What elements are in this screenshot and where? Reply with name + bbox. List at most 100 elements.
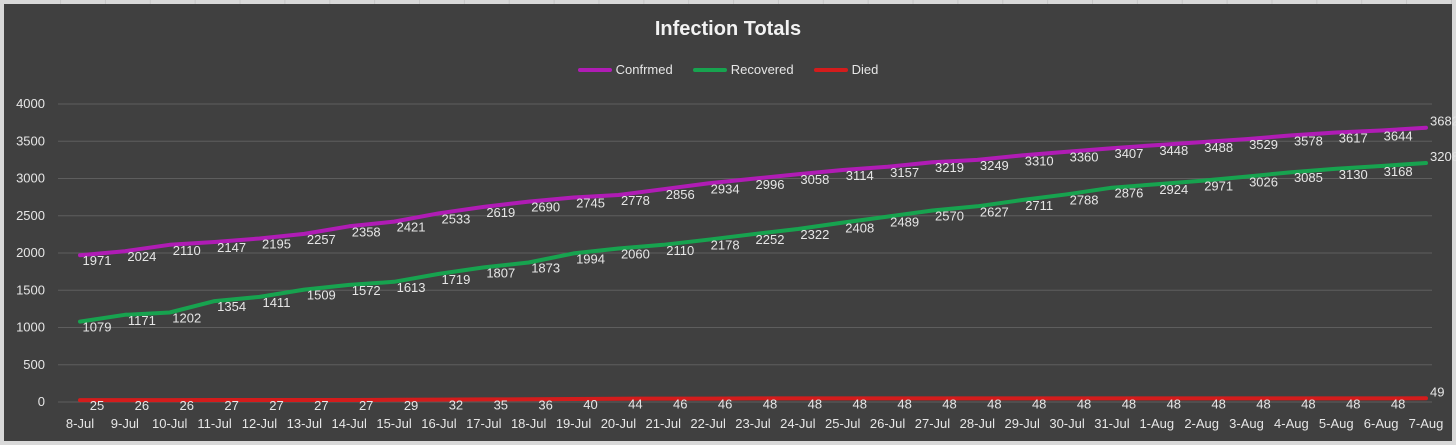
data-label: 1171 xyxy=(128,313,156,328)
x-tick-label: 11-Jul xyxy=(197,416,232,431)
x-tick-label: 13-Jul xyxy=(287,416,323,431)
data-label: 2876 xyxy=(1114,186,1143,201)
data-label: 48 xyxy=(852,396,866,411)
data-label: 2421 xyxy=(397,220,426,235)
data-label: 3249 xyxy=(980,158,1009,173)
data-label: 1572 xyxy=(352,283,381,298)
data-label: 32 xyxy=(449,398,463,413)
data-label: 2060 xyxy=(621,247,650,262)
data-label: 48 xyxy=(1077,396,1091,411)
data-label: 1354 xyxy=(217,299,246,314)
legend-item: Confrmed xyxy=(577,62,673,77)
x-tick-label: 21-Jul xyxy=(646,416,682,431)
data-label: 2147 xyxy=(217,240,246,255)
x-tick-label: 8-Jul xyxy=(66,416,94,431)
legend-swatch xyxy=(813,67,848,72)
x-tick-label: 18-Jul xyxy=(511,416,547,431)
legend-label: Died xyxy=(851,62,879,77)
y-tick-label: 500 xyxy=(23,357,45,372)
data-label: 3114 xyxy=(846,168,874,183)
data-label: 2408 xyxy=(845,221,874,236)
data-label: 2690 xyxy=(531,200,560,215)
x-tick-label: 15-Jul xyxy=(376,416,412,431)
data-label: 1613 xyxy=(397,280,426,295)
x-tick-label: 1-Aug xyxy=(1139,416,1174,431)
x-tick-label: 29-Jul xyxy=(1004,416,1040,431)
data-label: 48 xyxy=(808,396,822,411)
data-label: 2619 xyxy=(486,205,515,220)
legend-item: Died xyxy=(813,62,879,77)
x-tick-label: 20-Jul xyxy=(601,416,637,431)
series-line-died xyxy=(78,396,1428,403)
y-tick-label: 2000 xyxy=(16,245,45,260)
x-tick-label: 3-Aug xyxy=(1229,416,1264,431)
data-label: 35 xyxy=(494,397,508,412)
data-label: 48 xyxy=(1301,396,1315,411)
data-label: 2627 xyxy=(980,204,1009,219)
data-label: 2934 xyxy=(711,181,740,196)
x-tick-label: 2-Aug xyxy=(1184,416,1219,431)
data-label: 46 xyxy=(718,397,732,412)
x-tick-label: 25-Jul xyxy=(825,416,861,431)
x-tick-label: 30-Jul xyxy=(1049,416,1085,431)
data-label: 48 xyxy=(1032,396,1046,411)
x-tick-label: 5-Aug xyxy=(1319,416,1354,431)
data-label: 3578 xyxy=(1294,133,1323,148)
data-label: 3130 xyxy=(1339,167,1368,182)
data-label: 25 xyxy=(90,398,104,413)
data-label: 48 xyxy=(1122,396,1136,411)
data-label: 3085 xyxy=(1294,170,1323,185)
data-label: 2489 xyxy=(890,215,919,230)
data-label: 3407 xyxy=(1114,146,1143,161)
y-tick-label: 1500 xyxy=(16,282,45,297)
data-label: 2195 xyxy=(262,236,291,251)
data-label: 1971 xyxy=(83,253,112,268)
legend: Confrmed Recovered Died xyxy=(0,62,1456,77)
data-label: 2924 xyxy=(1159,182,1188,197)
data-label: 3208 xyxy=(1430,149,1456,164)
data-label: 44 xyxy=(628,397,642,412)
x-tick-label: 27-Jul xyxy=(915,416,951,431)
legend-swatch xyxy=(692,67,727,72)
data-label: 3058 xyxy=(800,172,829,187)
y-tick-label: 3000 xyxy=(16,171,45,186)
data-label: 48 xyxy=(1211,396,1225,411)
data-label: 2856 xyxy=(666,187,695,202)
data-label: 2745 xyxy=(576,195,605,210)
y-tick-label: 3500 xyxy=(16,133,45,148)
data-label: 3026 xyxy=(1249,175,1278,190)
data-label: 2322 xyxy=(800,227,829,242)
data-label: 27 xyxy=(269,398,283,413)
data-label: 1719 xyxy=(441,272,470,287)
data-label: 3310 xyxy=(1025,153,1054,168)
chart-area xyxy=(4,4,1452,441)
legend-item: Recovered xyxy=(692,62,794,77)
data-label: 1509 xyxy=(307,288,336,303)
x-tick-label: 26-Jul xyxy=(870,416,906,431)
data-label: 48 xyxy=(1167,396,1181,411)
data-label: 1079 xyxy=(83,320,112,335)
data-label: 2178 xyxy=(711,238,740,253)
y-tick-label: 0 xyxy=(38,394,45,409)
x-tick-label: 22-Jul xyxy=(690,416,726,431)
data-label: 2110 xyxy=(173,243,201,258)
data-label: 36 xyxy=(538,397,552,412)
data-label: 46 xyxy=(673,397,687,412)
data-label: 48 xyxy=(897,396,911,411)
legend-swatch xyxy=(577,67,612,72)
data-label: 2788 xyxy=(1070,192,1099,207)
data-label: 49 xyxy=(1430,384,1444,399)
x-tick-label: 16-Jul xyxy=(421,416,457,431)
data-label: 48 xyxy=(1346,396,1360,411)
data-label: 2110 xyxy=(666,243,694,258)
data-label: 29 xyxy=(404,398,418,413)
data-label: 3448 xyxy=(1159,143,1188,158)
data-label: 2252 xyxy=(756,232,785,247)
data-label: 3157 xyxy=(890,165,919,180)
data-label: 2971 xyxy=(1204,179,1233,194)
series-line-recovered xyxy=(78,161,1428,324)
y-tick-label: 2500 xyxy=(16,208,45,223)
x-tick-label: 31-Jul xyxy=(1094,416,1130,431)
